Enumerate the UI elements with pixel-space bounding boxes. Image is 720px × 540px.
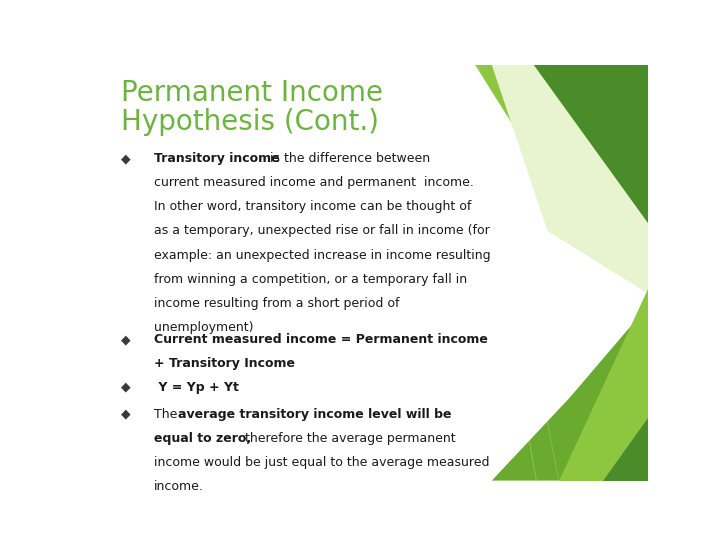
Text: ◆: ◆ [121, 333, 130, 346]
Text: ◆: ◆ [121, 381, 130, 394]
Text: The: The [154, 408, 181, 421]
Text: unemployment): unemployment) [154, 321, 253, 334]
Polygon shape [534, 65, 648, 223]
Text: as a temporary, unexpected rise or fall in income (for: as a temporary, unexpected rise or fall … [154, 225, 490, 238]
Text: In other word, transitory income can be thought of: In other word, transitory income can be … [154, 200, 472, 213]
Polygon shape [475, 65, 648, 248]
Text: average transitory income level will be: average transitory income level will be [178, 408, 451, 421]
Text: from winning a competition, or a temporary fall in: from winning a competition, or a tempora… [154, 273, 467, 286]
Text: income resulting from a short period of: income resulting from a short period of [154, 297, 400, 310]
Text: Hypothesis (Cont.): Hypothesis (Cont.) [121, 109, 379, 137]
Text: equal to zero,: equal to zero, [154, 432, 251, 445]
Text: ◆: ◆ [121, 152, 130, 165]
Text: Transitory income: Transitory income [154, 152, 280, 165]
Text: current measured income and permanent  income.: current measured income and permanent in… [154, 176, 474, 189]
Text: is the difference between: is the difference between [266, 152, 430, 165]
Polygon shape [603, 418, 648, 481]
Text: Permanent Income: Permanent Income [121, 79, 383, 107]
Text: Current measured income = Permanent income: Current measured income = Permanent inco… [154, 333, 488, 346]
Text: income.: income. [154, 480, 204, 493]
Text: income would be just equal to the average measured: income would be just equal to the averag… [154, 456, 490, 469]
Polygon shape [492, 65, 648, 294]
Text: Y = Yp + Yt: Y = Yp + Yt [154, 381, 239, 394]
Text: example: an unexpected increase in income resulting: example: an unexpected increase in incom… [154, 248, 491, 261]
Text: + Transitory Income: + Transitory Income [154, 357, 295, 370]
Text: ◆: ◆ [121, 408, 130, 421]
Text: therefore the average permanent: therefore the average permanent [240, 432, 455, 445]
Polygon shape [559, 289, 648, 481]
Polygon shape [492, 306, 648, 481]
